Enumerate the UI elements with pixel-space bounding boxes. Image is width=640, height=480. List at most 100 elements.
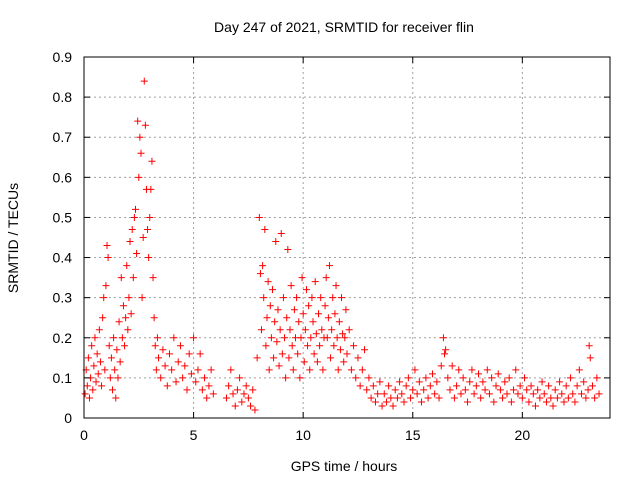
data-point	[420, 386, 428, 394]
data-point	[244, 394, 252, 402]
grid-lines	[84, 57, 610, 418]
data-point	[94, 370, 102, 378]
data-point	[251, 406, 259, 414]
data-point	[298, 274, 306, 282]
data-point	[274, 306, 282, 314]
data-point	[265, 366, 273, 374]
x-tick-label: 20	[515, 427, 531, 443]
data-point	[591, 394, 599, 402]
data-point	[318, 326, 326, 334]
data-point	[242, 382, 250, 390]
data-point	[444, 374, 452, 382]
data-point	[324, 314, 332, 322]
data-point	[227, 366, 235, 374]
data-point	[285, 354, 293, 362]
data-point	[114, 374, 122, 382]
data-point	[249, 386, 257, 394]
data-point	[300, 358, 308, 366]
data-point	[88, 342, 96, 350]
data-point	[127, 310, 135, 318]
data-point	[270, 354, 278, 362]
data-point	[159, 346, 167, 354]
data-point	[264, 278, 272, 286]
axis-ticks	[83, 56, 610, 419]
data-point	[117, 274, 125, 282]
data-point	[371, 398, 379, 406]
data-point	[518, 394, 526, 402]
y-tick-label: 0.9	[53, 49, 73, 65]
y-axis-title: SRMTID / TECUs	[5, 183, 21, 293]
plot-frame	[83, 56, 611, 419]
data-point	[441, 350, 449, 358]
data-point	[525, 398, 533, 406]
data-point	[389, 402, 397, 410]
data-point	[514, 390, 522, 398]
data-point	[267, 334, 275, 342]
data-point	[190, 334, 198, 342]
data-point	[147, 185, 155, 193]
data-point	[575, 366, 583, 374]
data-point	[289, 366, 297, 374]
data-point	[385, 382, 393, 390]
data-point	[367, 394, 375, 402]
data-point	[240, 390, 248, 398]
data-point	[331, 310, 339, 318]
data-point	[571, 398, 579, 406]
data-point	[279, 294, 287, 302]
data-point	[288, 342, 296, 350]
data-point	[203, 394, 211, 402]
data-point	[586, 354, 594, 362]
data-point	[282, 374, 290, 382]
x-tick-label: 15	[405, 427, 421, 443]
data-point	[233, 386, 241, 394]
data-point	[194, 366, 202, 374]
data-point	[323, 334, 331, 342]
data-point	[338, 294, 346, 302]
x-tick-label: 5	[190, 427, 198, 443]
data-point	[350, 342, 358, 350]
data-point	[503, 390, 511, 398]
data-point	[104, 254, 112, 262]
data-point	[205, 382, 213, 390]
data-point	[505, 374, 513, 382]
data-point	[470, 390, 478, 398]
data-point	[174, 358, 182, 366]
data-point	[382, 398, 390, 406]
data-point	[294, 350, 302, 358]
data-point	[439, 334, 447, 342]
data-point	[103, 242, 111, 250]
data-point	[472, 382, 480, 390]
data-point	[266, 302, 274, 310]
data-point	[273, 338, 281, 346]
data-point	[256, 270, 264, 278]
data-point	[376, 378, 384, 386]
data-point	[459, 374, 467, 382]
data-point	[308, 294, 316, 302]
data-point	[268, 286, 276, 294]
data-point	[163, 382, 171, 390]
x-tick-label: 10	[295, 427, 311, 443]
data-point	[293, 294, 301, 302]
data-point	[272, 238, 280, 246]
data-point	[151, 342, 159, 350]
data-point	[345, 326, 353, 334]
x-tick-labels: 0 5 10 15 20	[80, 427, 530, 443]
data-point	[176, 342, 184, 350]
data-point	[255, 213, 263, 221]
data-point	[287, 282, 295, 290]
data-point	[402, 382, 410, 390]
data-point	[296, 374, 304, 382]
data-point	[168, 366, 176, 374]
data-point	[96, 358, 104, 366]
data-point	[150, 314, 158, 322]
data-point	[588, 382, 596, 390]
data-point	[529, 390, 537, 398]
data-point	[488, 374, 496, 382]
data-point	[448, 362, 456, 370]
data-point	[347, 366, 355, 374]
data-point	[310, 350, 318, 358]
data-point	[125, 294, 133, 302]
y-tick-labels: 0 0.1 0.2 0.3 0.4 0.5 0.6 0.7 0.8 0.9	[53, 49, 73, 426]
data-point	[283, 314, 291, 322]
data-point	[297, 334, 305, 342]
